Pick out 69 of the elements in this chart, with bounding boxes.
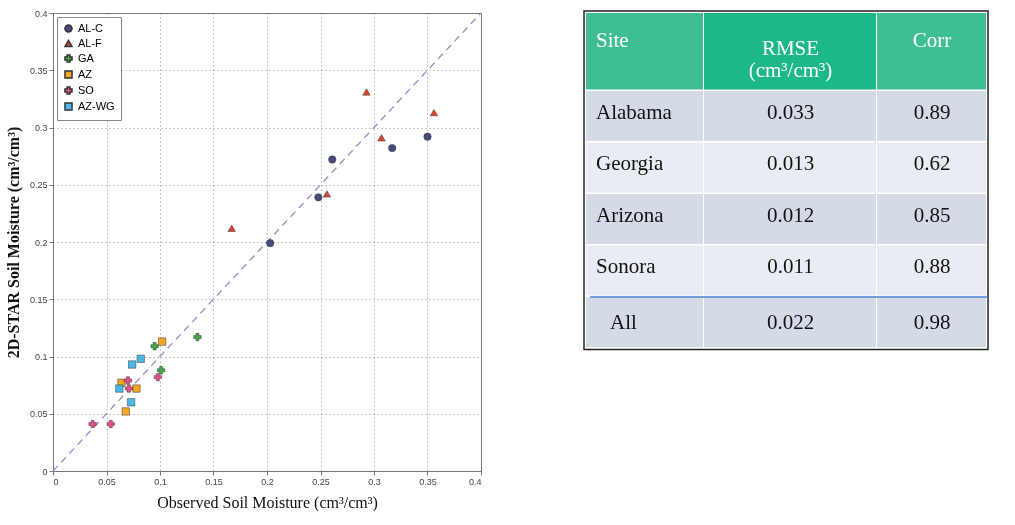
legend-label: SO (78, 83, 95, 96)
point (88, 420, 97, 429)
text: Sonora (596, 254, 657, 279)
point (266, 239, 275, 248)
text: All (610, 309, 637, 334)
x-tick-label: 0.25 (312, 476, 330, 487)
point (125, 384, 133, 393)
text: 0.022 (766, 309, 815, 334)
point (121, 407, 130, 416)
text: 0.012 (766, 202, 815, 227)
point (227, 224, 236, 232)
y-axis-title: 2D-STAR Soil Moisture (cm³/cm³) (4, 126, 23, 359)
y-tick-label: 0.25 (29, 180, 48, 191)
x-tick-label: 0.05 (98, 476, 116, 487)
legend-label: AZ-WG (78, 99, 115, 112)
point (115, 384, 124, 393)
point (423, 132, 432, 141)
legend-label: AZ (78, 67, 93, 80)
x-tick-label: 0.2 (261, 476, 274, 487)
legend-label: GA (78, 51, 95, 64)
point (322, 190, 331, 198)
y-tick-label: 0.35 (29, 65, 48, 76)
point (193, 333, 202, 341)
legend-label: AL-F (78, 36, 103, 49)
x-tick-label: 0.4 (468, 476, 482, 487)
point (150, 342, 159, 351)
y-tick-label: 0.05 (29, 409, 48, 420)
y-tick-label: 0.4 (34, 8, 48, 19)
point (136, 354, 145, 363)
text: Site (596, 28, 629, 52)
point (127, 398, 136, 407)
x-axis-title: Observed Soil Moisture (cm³/cm³) (157, 493, 378, 512)
point (157, 366, 166, 375)
y-tick-label: 0 (42, 466, 48, 477)
x-tick-label: 0 (53, 476, 59, 487)
point (132, 384, 141, 393)
point (153, 373, 162, 382)
text: Corr (912, 28, 952, 52)
y-tick-label: 0.15 (29, 294, 48, 305)
x-tick-label: 0.15 (205, 476, 223, 487)
point (123, 376, 132, 385)
y-tick-label: 0.2 (34, 237, 48, 248)
y-tick-label: 0.1 (34, 352, 48, 362)
y-tick-label: 0.3 (34, 123, 48, 133)
point (377, 134, 386, 142)
x-tick-label: 0.35 (419, 476, 437, 487)
text: 0.89 (913, 99, 951, 124)
text: 0.85 (913, 202, 951, 227)
point (158, 337, 167, 346)
text: 0.98 (913, 309, 951, 334)
point (388, 144, 397, 153)
legend-label: AL-C (78, 21, 104, 34)
text: Arizona (596, 202, 665, 227)
text: RMSE (cm³/cm³) (748, 36, 833, 82)
x-tick-label: 0.3 (368, 476, 381, 487)
text: 0.013 (766, 151, 815, 176)
point (314, 193, 323, 202)
text: 0.88 (913, 254, 951, 279)
point (328, 155, 337, 164)
x-tick-label: 0.1 (154, 476, 167, 487)
text: Alabama (596, 99, 673, 124)
text: Georgia (596, 151, 664, 176)
text: 0.033 (766, 99, 815, 124)
point (128, 360, 137, 369)
text: 0.62 (913, 151, 951, 176)
point (362, 88, 371, 96)
point (429, 109, 438, 117)
point (106, 420, 115, 429)
text: 0.011 (767, 254, 814, 279)
